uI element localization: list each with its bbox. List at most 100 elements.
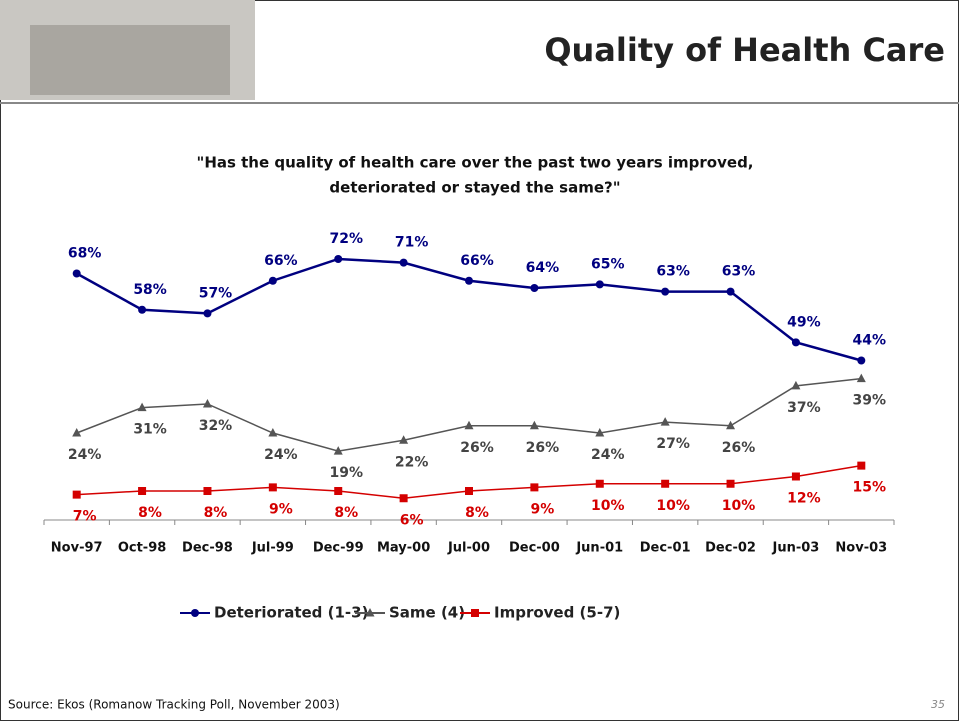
data-label: 32% bbox=[199, 418, 233, 434]
data-label: 19% bbox=[329, 465, 363, 481]
x-tick-label: Jul-00 bbox=[447, 541, 490, 556]
x-tick-label: Dec-02 bbox=[705, 541, 756, 556]
point bbox=[660, 417, 670, 426]
x-tick-label: Dec-00 bbox=[509, 541, 560, 556]
point bbox=[530, 483, 539, 492]
data-label: 9% bbox=[530, 501, 554, 517]
x-tick-label: Jul-99 bbox=[251, 541, 294, 556]
data-label: 8% bbox=[204, 505, 228, 521]
point bbox=[465, 276, 473, 285]
x-tick-label: May-00 bbox=[377, 541, 430, 556]
data-label: 57% bbox=[199, 285, 233, 301]
point bbox=[202, 399, 212, 408]
point bbox=[726, 479, 735, 488]
point bbox=[791, 380, 801, 390]
data-label: 12% bbox=[787, 491, 821, 507]
data-label: 24% bbox=[68, 447, 102, 463]
point bbox=[465, 487, 473, 495]
data-label: 8% bbox=[334, 505, 358, 521]
point bbox=[203, 309, 212, 318]
point bbox=[72, 428, 82, 437]
point bbox=[399, 494, 408, 503]
data-label: 66% bbox=[460, 253, 494, 269]
point bbox=[857, 356, 866, 365]
data-label: 66% bbox=[264, 253, 298, 269]
point bbox=[399, 435, 409, 444]
chart-question: deteriorated or stayed the same?" bbox=[329, 179, 620, 197]
point bbox=[268, 428, 278, 437]
x-tick-label: Nov-97 bbox=[51, 541, 103, 556]
data-label: 10% bbox=[656, 498, 690, 514]
data-label: 58% bbox=[133, 282, 167, 298]
x-tick-label: Oct-98 bbox=[118, 541, 166, 556]
legend-label: Deteriorated (1-3) bbox=[214, 604, 368, 622]
point bbox=[464, 420, 474, 430]
data-label: 65% bbox=[591, 256, 625, 272]
data-label: 27% bbox=[656, 436, 690, 452]
data-label: 8% bbox=[465, 505, 489, 521]
chart-question: "Has the quality of health care over the… bbox=[197, 154, 754, 172]
point bbox=[595, 428, 605, 437]
data-label: 49% bbox=[787, 314, 821, 330]
data-label: 6% bbox=[400, 512, 424, 528]
x-tick-label: Jun-01 bbox=[575, 541, 623, 556]
point bbox=[791, 338, 800, 347]
source: Source: Ekos (Romanow Tracking Poll, Nov… bbox=[8, 698, 340, 712]
point bbox=[138, 487, 147, 495]
data-label: 10% bbox=[591, 498, 625, 514]
data-label: 8% bbox=[138, 505, 162, 521]
point bbox=[791, 472, 800, 481]
point bbox=[726, 420, 736, 430]
point bbox=[334, 255, 343, 263]
data-label: 72% bbox=[329, 231, 363, 247]
data-label: 24% bbox=[264, 447, 298, 463]
point bbox=[530, 284, 539, 292]
data-label: 10% bbox=[722, 498, 756, 514]
data-label: 63% bbox=[656, 264, 690, 280]
legend-label: Improved (5-7) bbox=[494, 604, 620, 622]
data-label: 22% bbox=[395, 454, 429, 470]
point bbox=[268, 276, 277, 285]
data-label: 31% bbox=[133, 422, 167, 438]
point bbox=[856, 373, 866, 383]
point bbox=[72, 269, 81, 278]
x-tick-label: Nov-03 bbox=[835, 541, 887, 556]
point bbox=[399, 258, 408, 267]
data-label: 24% bbox=[591, 447, 625, 463]
data-label: 26% bbox=[526, 440, 560, 456]
point bbox=[529, 420, 539, 430]
point bbox=[334, 487, 343, 495]
data-label: 7% bbox=[73, 509, 97, 525]
point bbox=[137, 402, 147, 412]
data-label: 63% bbox=[722, 264, 756, 280]
point bbox=[726, 287, 735, 296]
data-label: 37% bbox=[787, 400, 821, 416]
point bbox=[661, 287, 670, 296]
data-label: 26% bbox=[460, 440, 494, 456]
x-tick-label: Jun-03 bbox=[772, 541, 820, 556]
data-label: 15% bbox=[853, 480, 887, 496]
data-label: 71% bbox=[395, 235, 429, 251]
data-label: 64% bbox=[526, 260, 560, 276]
legend-marker bbox=[471, 609, 479, 617]
point bbox=[595, 280, 604, 289]
legend-marker bbox=[191, 609, 199, 617]
point bbox=[203, 487, 212, 495]
legend-marker bbox=[365, 608, 375, 617]
point bbox=[661, 479, 670, 488]
slide-title: Quality of Health Care bbox=[544, 31, 945, 69]
point bbox=[138, 305, 147, 314]
point bbox=[268, 483, 277, 492]
x-tick-label: Dec-98 bbox=[182, 541, 233, 556]
x-tick-label: Dec-99 bbox=[313, 541, 364, 556]
page-number: 35 bbox=[931, 698, 945, 711]
point bbox=[595, 479, 604, 488]
data-label: 39% bbox=[853, 393, 887, 409]
point bbox=[857, 461, 866, 470]
data-label: 44% bbox=[853, 333, 887, 349]
point bbox=[72, 490, 81, 499]
point bbox=[333, 446, 343, 455]
x-tick-label: Dec-01 bbox=[640, 541, 691, 556]
